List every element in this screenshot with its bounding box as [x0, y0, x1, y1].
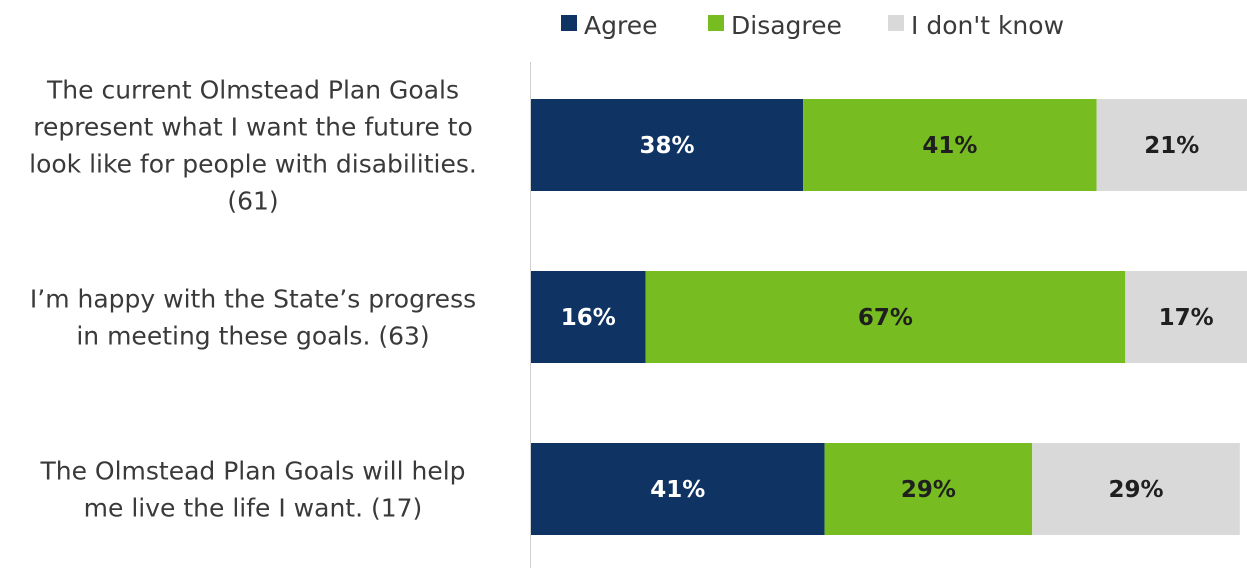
bar-segment-2-2 [1032, 443, 1240, 535]
bar-segment-0-1 [803, 99, 1097, 191]
data-label-1-1: 67% [858, 305, 913, 331]
legend-swatch-1 [708, 15, 724, 31]
legend-label-1: Disagree [731, 11, 842, 40]
bar-segment-2-1 [824, 443, 1033, 535]
data-label-0-1: 41% [922, 133, 977, 159]
data-label-2-0: 41% [650, 477, 705, 503]
data-label-0-0: 38% [640, 133, 695, 159]
bar-segment-0-2 [1096, 99, 1247, 191]
legend-swatch-2 [888, 15, 904, 31]
data-label-0-2: 21% [1144, 133, 1199, 159]
category-label-0-line-3: (61) [227, 187, 278, 216]
data-label-1-0: 16% [561, 305, 616, 331]
category-label-0-line-2: look like for people with disabilities. [29, 150, 477, 179]
legend-label-2: I don't know [911, 11, 1064, 40]
category-label-2-line-1: me live the life I want. (17) [84, 494, 423, 523]
data-label-2-2: 29% [1108, 477, 1163, 503]
legend-swatch-0 [561, 15, 577, 31]
data-label-2-1: 29% [901, 477, 956, 503]
bar-segment-1-0 [531, 271, 646, 363]
bar-segment-1-2 [1125, 271, 1247, 363]
category-label-0-line-0: The current Olmstead Plan Goals [46, 76, 459, 105]
legend-label-0: Agree [584, 11, 657, 40]
bar-segment-2-0 [531, 443, 825, 535]
bar-segment-0-0 [531, 99, 804, 191]
data-label-1-2: 17% [1159, 305, 1214, 331]
category-label-2-line-0: The Olmstead Plan Goals will help [39, 457, 465, 486]
bar-segment-1-1 [645, 271, 1126, 363]
category-label-1-line-0: I’m happy with the State’s progress [30, 285, 476, 314]
category-label-0-line-1: represent what I want the future to [33, 113, 473, 142]
category-label-1-line-1: in meeting these goals. (63) [76, 322, 429, 351]
